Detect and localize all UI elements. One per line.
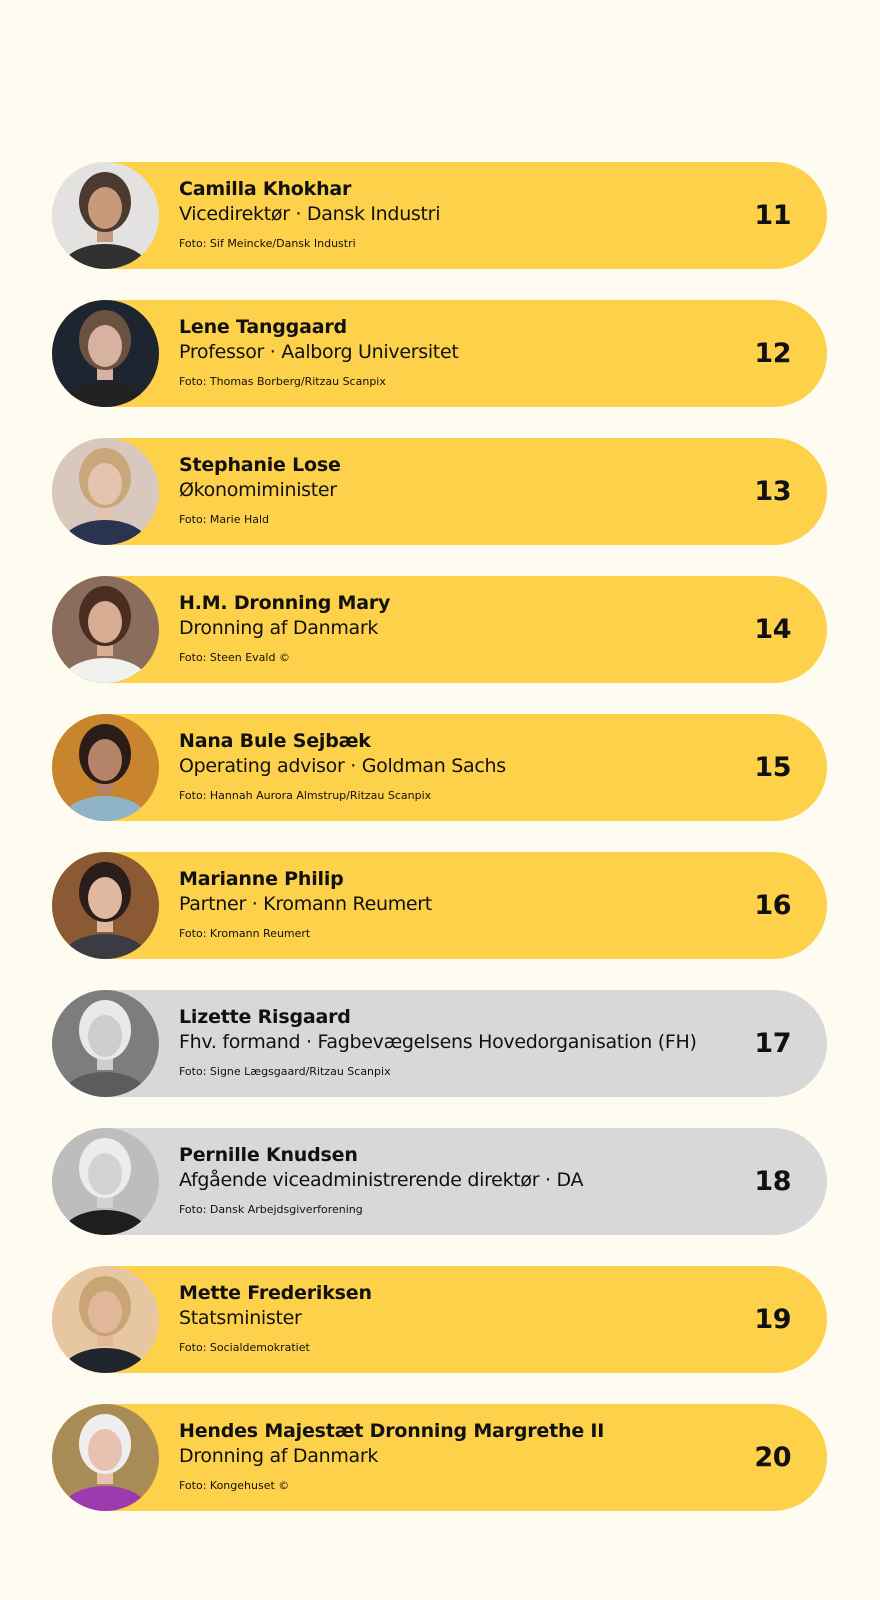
ranking-card: Mette Frederiksen Statsminister Foto: Soci… — [52, 1266, 827, 1373]
ranking-card: Lizette Risgaard Fhv. formand · Fagbevæge… — [52, 990, 827, 1097]
person-name: Lizette Risgaard — [179, 1006, 351, 1028]
portrait-photo — [52, 300, 159, 407]
person-role: Økonomiminister — [179, 479, 337, 501]
portrait-photo — [52, 990, 159, 1097]
photo-credit: Foto: Hannah Aurora Almstrup/Ritzau Scan… — [179, 789, 432, 802]
portrait-image — [52, 714, 159, 821]
person-role: Dronning af Danmark — [179, 617, 379, 639]
portrait-image — [52, 576, 159, 683]
person-name: Camilla Khokhar — [179, 178, 352, 200]
ranking-card: Nana Bule Sejbæk Operating advisor · Gold… — [52, 714, 827, 821]
ranking-card: Pernille Knudsen Afgående viceadministrer… — [52, 1128, 827, 1235]
portrait-photo — [52, 576, 159, 683]
ranking-card: Lene Tanggaard Professor · Aalborg Univer… — [52, 300, 827, 407]
rank-number: 11 — [754, 200, 791, 231]
portrait-photo — [52, 852, 159, 959]
person-info: Stephanie Lose Økonomiminister Foto: Marie… — [179, 453, 707, 527]
portrait-photo — [52, 162, 159, 269]
ranking-card: Camilla Khokhar Vicedirektør · Dansk Indu… — [52, 162, 827, 269]
portrait-image — [52, 1404, 159, 1511]
rank-number: 14 — [754, 614, 791, 645]
person-name: Marianne Philip — [179, 868, 344, 890]
ranking-card: Hendes Majestæt Dronning Margrethe II Dro… — [52, 1404, 827, 1511]
portrait-image — [52, 852, 159, 959]
person-role: Professor · Aalborg Universitet — [179, 341, 459, 363]
person-role: Dronning af Danmark — [179, 1445, 379, 1467]
rank-number: 16 — [754, 890, 791, 921]
photo-credit: Foto: Kromann Reumert — [179, 927, 311, 940]
person-role: Fhv. formand · Fagbevægelsens Hovedorgan… — [179, 1031, 697, 1053]
photo-credit: Foto: Sif Meincke/Dansk Industri — [179, 237, 356, 250]
person-role: Partner · Kromann Reumert — [179, 893, 432, 915]
person-info: Mette Frederiksen Statsminister Foto: Soci… — [179, 1281, 707, 1355]
person-name: Stephanie Lose — [179, 454, 341, 476]
person-role: Statsminister — [179, 1307, 302, 1329]
rank-number: 18 — [754, 1166, 791, 1197]
rank-number: 13 — [754, 476, 791, 507]
ranking-list: Camilla Khokhar Vicedirektør · Dansk Indu… — [52, 162, 827, 1542]
portrait-photo — [52, 1266, 159, 1373]
person-info: H.M. Dronning Mary Dronning af Danmark Fot… — [179, 591, 707, 665]
photo-credit: Foto: Marie Hald — [179, 513, 270, 526]
photo-credit: Foto: Dansk Arbejdsgiverforening — [179, 1203, 363, 1216]
rank-number: 19 — [754, 1304, 791, 1335]
photo-credit: Foto: Steen Evald © — [179, 651, 290, 664]
photo-credit: Foto: Signe Lægsgaard/Ritzau Scanpix — [179, 1065, 391, 1078]
person-role: Operating advisor · Goldman Sachs — [179, 755, 506, 777]
person-name: Pernille Knudsen — [179, 1144, 358, 1166]
person-info: Lizette Risgaard Fhv. formand · Fagbevæge… — [179, 1005, 707, 1079]
person-info: Nana Bule Sejbæk Operating advisor · Gold… — [179, 729, 707, 803]
person-info: Camilla Khokhar Vicedirektør · Dansk Indu… — [179, 177, 707, 251]
photo-credit: Foto: Thomas Borberg/Ritzau Scanpix — [179, 375, 386, 388]
portrait-image — [52, 300, 159, 407]
portrait-image — [52, 1266, 159, 1373]
ranking-card: Stephanie Lose Økonomiminister Foto: Marie… — [52, 438, 827, 545]
person-name: Mette Frederiksen — [179, 1282, 372, 1304]
rank-number: 20 — [754, 1442, 791, 1473]
person-info: Hendes Majestæt Dronning Margrethe II Dro… — [179, 1419, 707, 1493]
person-name: Hendes Majestæt Dronning Margrethe II — [179, 1420, 605, 1442]
portrait-photo — [52, 714, 159, 821]
person-info: Marianne Philip Partner · Kromann Reumert… — [179, 867, 707, 941]
portrait-image — [52, 162, 159, 269]
ranking-card: H.M. Dronning Mary Dronning af Danmark Fot… — [52, 576, 827, 683]
photo-credit: Foto: Socialdemokratiet — [179, 1341, 310, 1354]
photo-credit: Foto: Kongehuset © — [179, 1479, 290, 1492]
person-name: H.M. Dronning Mary — [179, 592, 391, 614]
person-role: Vicedirektør · Dansk Industri — [179, 203, 441, 225]
portrait-photo — [52, 1404, 159, 1511]
rank-number: 15 — [754, 752, 791, 783]
person-name: Nana Bule Sejbæk — [179, 730, 371, 752]
rank-number: 17 — [754, 1028, 791, 1059]
person-info: Lene Tanggaard Professor · Aalborg Univer… — [179, 315, 707, 389]
rank-number: 12 — [754, 338, 791, 369]
portrait-image — [52, 1128, 159, 1235]
portrait-image — [52, 438, 159, 545]
person-role: Afgående viceadministrerende direktør · … — [179, 1169, 584, 1191]
portrait-photo — [52, 1128, 159, 1235]
person-name: Lene Tanggaard — [179, 316, 347, 338]
portrait-image — [52, 990, 159, 1097]
ranking-card: Marianne Philip Partner · Kromann Reumert… — [52, 852, 827, 959]
portrait-photo — [52, 438, 159, 545]
person-info: Pernille Knudsen Afgående viceadministrer… — [179, 1143, 707, 1217]
